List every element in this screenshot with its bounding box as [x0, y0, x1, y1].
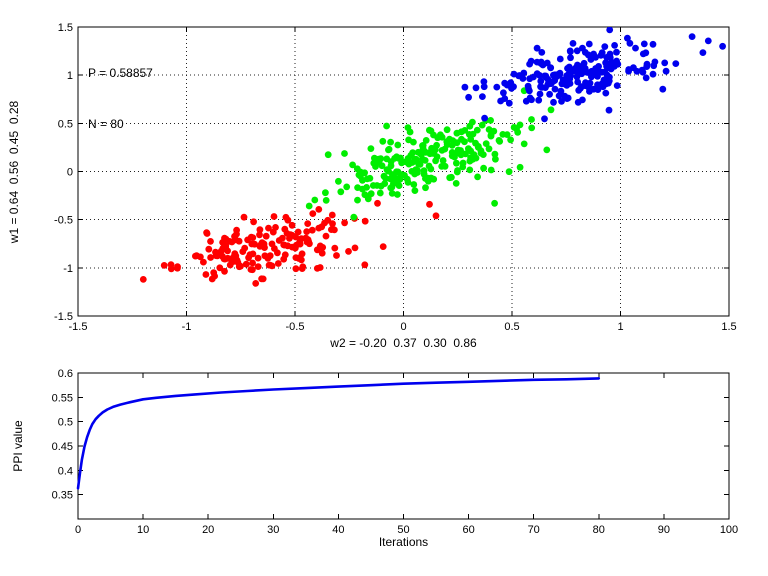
scatter-series-cluster-green [305, 87, 555, 221]
annotation-p-value: P = 0.58857 [88, 66, 153, 80]
scatter-series-cluster-red [139, 194, 440, 287]
annotation-n-value: N = 80 [88, 117, 124, 131]
svg-text:0.45: 0.45 [52, 441, 73, 453]
svg-text:1.5: 1.5 [58, 22, 73, 34]
scatter-xaxis-label: w2 = -0.20 0.37 0.30 0.86 [330, 336, 477, 350]
svg-text:0.5: 0.5 [58, 118, 73, 130]
svg-text:0.5: 0.5 [58, 417, 73, 429]
line-plot-axes: 0 10 20 30 40 50 60 70 80 90 100 0.35 0.4 0.45 0.5 0.55… [52, 368, 739, 536]
svg-text:0: 0 [400, 321, 406, 333]
svg-text:0.35: 0.35 [52, 490, 73, 502]
svg-text:-1.5: -1.5 [54, 311, 73, 323]
scatter-series-cluster-blue [461, 27, 726, 123]
svg-text:1: 1 [67, 70, 73, 82]
svg-text:0: 0 [75, 524, 81, 536]
svg-text:-1: -1 [182, 321, 192, 333]
svg-text:1.5: 1.5 [721, 321, 736, 333]
line-yaxis-label: PPI value [11, 420, 25, 472]
svg-text:60: 60 [462, 524, 474, 536]
svg-text:70: 70 [528, 524, 540, 536]
svg-text:100: 100 [720, 524, 738, 536]
svg-text:-0.5: -0.5 [54, 215, 73, 227]
svg-text:0.5: 0.5 [504, 321, 519, 333]
line-plot-tick-labels: 0 10 20 30 40 50 60 70 80 90 100 0.35 0.4 0.45 0.5 0.55… [52, 368, 739, 536]
scatter-points [139, 27, 726, 287]
svg-text:1: 1 [617, 321, 623, 333]
svg-text:90: 90 [658, 524, 670, 536]
scatter-annotation: P = 0.58857 N = 80 [88, 31, 153, 167]
svg-text:50: 50 [397, 524, 409, 536]
svg-text:0.4: 0.4 [58, 465, 73, 477]
svg-text:40: 40 [332, 524, 344, 536]
svg-text:-0.5: -0.5 [286, 321, 305, 333]
scatter-yaxis-label: w1 = 0.64 0.56 0.45 0.28 [7, 100, 21, 244]
line-xaxis-label: Iterations [378, 535, 429, 549]
scatter-plot-axes: -1.5 -1 -0.5 0 0.5 1 1.5 -1.5 -1 -0.5 0 0.5 1 1.5 [54, 22, 737, 333]
svg-text:10: 10 [137, 524, 149, 536]
svg-text:0.6: 0.6 [58, 368, 73, 380]
scatter-plot-ticks [77, 26, 730, 317]
svg-text:-1: -1 [63, 263, 73, 275]
ppi-curve [76, 377, 601, 490]
svg-text:0: 0 [67, 167, 73, 179]
line-plot-ticks [77, 372, 730, 519]
svg-text:30: 30 [267, 524, 279, 536]
scatter-plot-tick-labels: -1.5 -1 -0.5 0 0.5 1 1.5 -1.5 -1 -0.5 0 0.5 1 1.5 [54, 22, 737, 333]
svg-text:-1.5: -1.5 [69, 321, 88, 333]
svg-text:0.55: 0.55 [52, 392, 73, 404]
svg-text:80: 80 [593, 524, 605, 536]
svg-text:20: 20 [202, 524, 214, 536]
